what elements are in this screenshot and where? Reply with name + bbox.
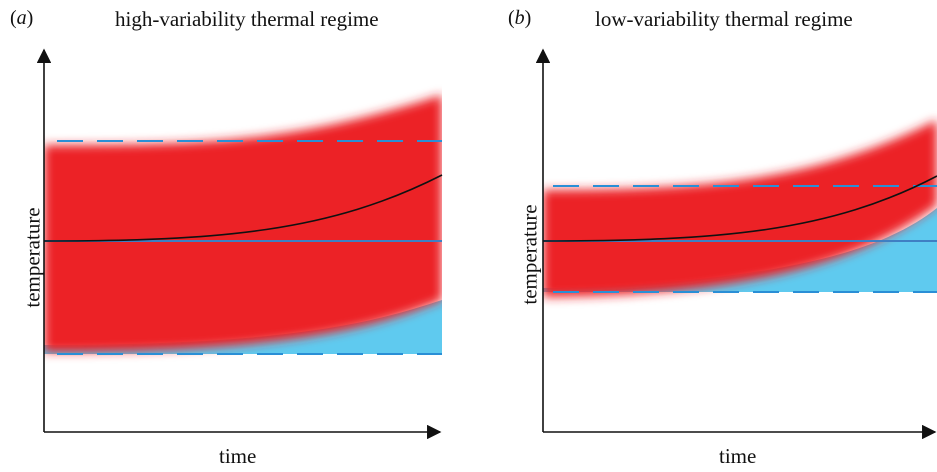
panel-b-loss-region bbox=[543, 208, 937, 292]
panel-a: (a) high-variability thermal regime temp… bbox=[10, 7, 443, 468]
panel-a-loss-region bbox=[44, 300, 442, 354]
panel-letter-a: (a) bbox=[10, 7, 34, 29]
panel-b: (b) low-variability thermal regime tempe… bbox=[470, 0, 937, 472]
panel-b-title: low-variability thermal regime bbox=[595, 7, 853, 31]
panel-a-trend-curve bbox=[43, 174, 443, 242]
panel-b-trend-curve bbox=[542, 175, 937, 242]
panel-a-x-axis-label: time bbox=[219, 444, 257, 468]
panel-letter-b: (b) bbox=[508, 7, 532, 29]
panel-a-plot bbox=[36, 48, 443, 440]
panel-b-x-axis-label: time bbox=[719, 444, 757, 468]
panel-b-thermal-envelope bbox=[543, 120, 937, 297]
panel-a-title: high-variability thermal regime bbox=[115, 7, 379, 31]
panel-a-thermal-envelope bbox=[44, 95, 442, 352]
panel-b-plot bbox=[535, 48, 937, 440]
